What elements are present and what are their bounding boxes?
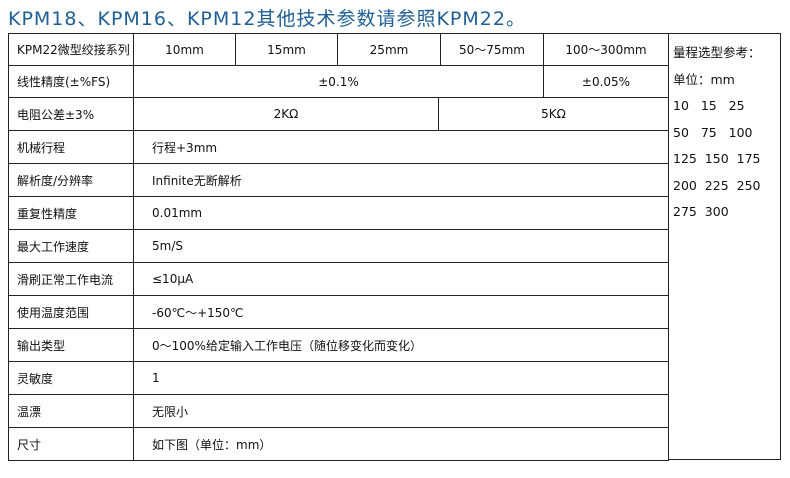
- range-title: 量程选型参考：: [673, 45, 761, 60]
- linearity-large: ±0.05%: [543, 65, 669, 98]
- range-line: 50 75 100: [673, 124, 753, 140]
- param-value: 1: [133, 361, 669, 395]
- range-line: 10 15 25: [673, 98, 745, 113]
- series-label: KPM22微型绞接系列: [8, 33, 134, 66]
- size-10: 10mm: [133, 33, 236, 66]
- param-value: 0～100%给定输入工作电压（随位移变化而变化）: [133, 328, 669, 362]
- range-line: 200 225 250: [673, 177, 761, 193]
- resistance-small: 2KΩ: [133, 97, 439, 131]
- param-value: 0.01mm: [133, 196, 669, 230]
- param-value: 行程+3mm: [133, 130, 669, 164]
- param-label: 机械行程: [8, 130, 134, 164]
- size-50-75: 50～75mm: [440, 33, 544, 66]
- range-unit: 单位：mm: [673, 71, 735, 87]
- resistance-large: 5KΩ: [438, 97, 669, 131]
- param-label: 最大工作速度: [8, 229, 134, 263]
- param-value: 如下图（单位：mm）: [133, 427, 669, 461]
- param-label: 使用温度范围: [8, 295, 134, 329]
- linearity-small: ±0.1%: [133, 65, 544, 98]
- param-label: 输出类型: [8, 328, 134, 362]
- size-15: 15mm: [235, 33, 338, 66]
- linearity-label: 线性精度(±%FS): [8, 65, 134, 98]
- resistance-label: 电阻公差±3%: [8, 97, 134, 131]
- param-value: -60℃～+150℃: [133, 295, 669, 329]
- size-25: 25mm: [337, 33, 441, 66]
- param-value: ≤10μA: [133, 262, 669, 296]
- param-value: Infinite无断解析: [133, 163, 669, 197]
- param-value: 无限小: [133, 394, 669, 428]
- range-reference-panel: 量程选型参考： 单位：mm 10 15 25 50 75 100 125 150…: [668, 33, 781, 460]
- range-line: 275 300: [673, 204, 729, 219]
- param-label: 重复性精度: [8, 196, 134, 230]
- range-line: 125 150 175: [673, 151, 761, 166]
- param-label: 尺寸: [8, 427, 134, 461]
- param-label: 滑刷正常工作电流: [8, 262, 134, 296]
- param-label: 解析度/分辨率: [8, 163, 134, 197]
- param-label: 灵敏度: [8, 361, 134, 395]
- param-label: 温漂: [8, 394, 134, 428]
- param-value: 5m/S: [133, 229, 669, 263]
- size-100-300: 100～300mm: [543, 33, 669, 66]
- page-title: KPM18、KPM16、KPM12其他技术参数请参照KPM22。: [8, 8, 526, 30]
